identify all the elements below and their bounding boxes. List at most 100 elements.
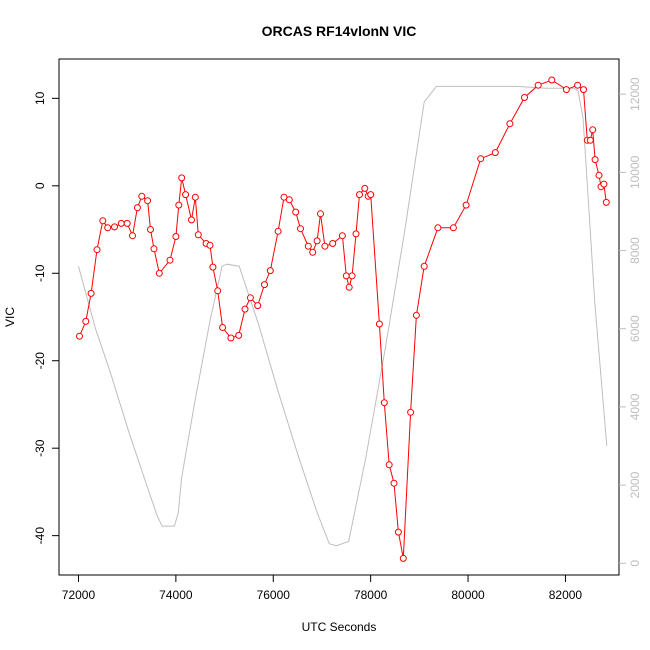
vic-data-point xyxy=(380,399,388,407)
vic-data-point xyxy=(147,226,154,233)
y-axis-right: 0 2000 4000 6000 8000 10000 12000 xyxy=(619,77,642,567)
vic-data-point xyxy=(589,126,597,134)
vic-data-point xyxy=(191,193,199,201)
vic-series-line xyxy=(79,79,607,559)
vic-data-point xyxy=(491,149,499,157)
vic-data-point xyxy=(209,263,217,271)
y2-tick-label: 6000 xyxy=(628,315,642,342)
vic-data-point xyxy=(591,156,599,164)
vic-data-point xyxy=(292,208,300,216)
y-tick-label: -40 xyxy=(33,527,47,545)
vic-data-point xyxy=(338,232,346,240)
vic-data-point xyxy=(329,240,337,247)
vic-data-point xyxy=(111,223,118,231)
vic-data-point xyxy=(342,272,350,280)
vic-data-point xyxy=(166,256,174,264)
y-axis-left: -40 -30 -20 -10 0 10 xyxy=(33,91,59,544)
vic-data-point xyxy=(219,324,227,331)
vic-data-point xyxy=(477,155,485,163)
x-tick-label: 80000 xyxy=(451,588,485,602)
y2-tick-label: 10000 xyxy=(628,155,642,189)
vic-data-point xyxy=(586,136,594,144)
vic-data-point xyxy=(506,120,514,128)
x-axis-label: UTC Seconds xyxy=(302,620,377,634)
y-tick-label: -20 xyxy=(33,352,47,370)
vic-data-point xyxy=(412,311,420,319)
y2-tick-label: 4000 xyxy=(628,393,642,420)
vic-data-point xyxy=(214,287,222,295)
vic-data-point xyxy=(261,281,268,289)
y2-tick-label: 0 xyxy=(628,560,642,567)
vic-data-point xyxy=(93,246,101,254)
y-axis-label: VIC xyxy=(3,307,17,327)
vic-data-point xyxy=(534,81,542,89)
vic-data-point xyxy=(235,331,243,339)
vic-data-point xyxy=(266,267,274,275)
vic-data-point xyxy=(313,237,321,245)
vic-data-point xyxy=(241,305,249,313)
vic-data-point xyxy=(206,241,214,249)
vic-data-point xyxy=(138,192,146,200)
vic-data-point xyxy=(385,461,393,469)
vic-data-point xyxy=(297,225,304,233)
vic-data-point xyxy=(155,269,163,277)
vic-data-point xyxy=(172,233,180,240)
vic-data-point xyxy=(175,201,183,209)
vic-data-point xyxy=(420,262,428,270)
vic-data-point xyxy=(390,479,398,487)
vic-data-point xyxy=(254,302,262,310)
altitude-series-line xyxy=(78,85,608,547)
vic-data-point xyxy=(394,528,402,536)
vic-data-point xyxy=(548,76,556,84)
vic-data-point xyxy=(133,204,141,212)
vic-data-point xyxy=(82,317,90,325)
vic-data-point xyxy=(317,210,324,218)
vic-data-point xyxy=(345,283,353,291)
x-tick-label: 74000 xyxy=(159,588,193,602)
vic-data-point xyxy=(178,174,186,182)
vic-data-point xyxy=(574,81,582,89)
vic-data-point xyxy=(602,198,610,206)
vic-data-point xyxy=(580,86,587,94)
vic-data-point xyxy=(321,242,329,250)
vic-data-point xyxy=(188,216,195,224)
y-tick-label: 0 xyxy=(33,182,47,189)
vic-data-point xyxy=(104,224,112,232)
vic-data-point xyxy=(274,227,282,235)
vic-data-point xyxy=(595,171,603,179)
vic-data-point xyxy=(309,248,317,256)
y-tick-label: -10 xyxy=(33,264,47,282)
vic-data-point xyxy=(352,230,360,238)
vic-data-point xyxy=(562,86,570,94)
vic-data-point xyxy=(182,191,190,199)
vic-data-point xyxy=(600,180,608,188)
y2-tick-label: 8000 xyxy=(628,237,642,264)
vic-data-point xyxy=(76,332,83,340)
vic-data-point xyxy=(375,320,383,328)
vic-data-point xyxy=(123,219,131,227)
vic-data-point xyxy=(87,289,95,297)
vic-data-point xyxy=(99,217,107,225)
vic-data-point xyxy=(246,294,254,302)
vic-data-point xyxy=(434,224,442,232)
vic-data-point xyxy=(449,224,457,232)
vic-data-point xyxy=(129,232,136,240)
vic-data-point xyxy=(367,191,375,199)
chart-title: ORCAS RF14vlonN VIC xyxy=(262,23,417,39)
y2-tick-label: 2000 xyxy=(628,471,642,498)
vic-data-point xyxy=(150,245,158,253)
vic-data-point xyxy=(356,191,363,199)
x-tick-label: 72000 xyxy=(62,588,96,602)
vic-data-point xyxy=(304,242,312,250)
vic-data-point xyxy=(194,231,202,239)
y2-tick-label: 12000 xyxy=(628,77,642,111)
vic-data-point xyxy=(117,219,125,227)
series-layer xyxy=(76,76,610,562)
vic-data-point xyxy=(361,184,369,192)
vic-data-point xyxy=(521,94,528,101)
vic-data-point xyxy=(462,201,470,209)
y-tick-label: 10 xyxy=(33,91,47,105)
x-axis: 72000 74000 76000 78000 80000 82000 xyxy=(62,575,582,602)
vic-data-point xyxy=(407,408,415,416)
